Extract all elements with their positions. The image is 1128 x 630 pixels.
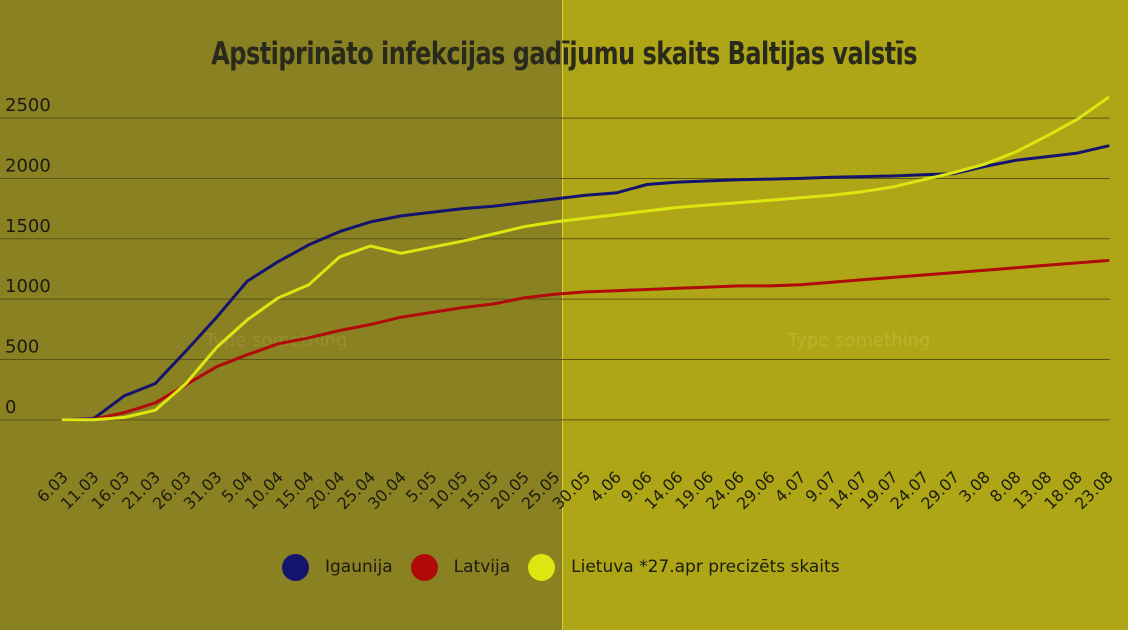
panel-divider [562,0,563,630]
chart-title: Apstiprināto infekcijas gadījumu skaits … [211,36,918,72]
left-placeholder-text: Type something [205,330,348,351]
y-tick-label: 1500 [5,216,51,237]
x-tick-label: 4.07 [771,467,810,506]
legend-swatch [282,553,309,581]
x-tick-label: 4.06 [586,467,625,506]
right-placeholder-text: Type something [788,330,931,351]
legend-swatch [528,553,556,581]
y-tick-label: 1000 [5,276,51,297]
x-tick-label: 3.08 [955,467,994,506]
chart-legend: Igaunija Latvija Lietuva *27.apr precizēts… [282,553,858,581]
series-line-1 [61,144,1110,422]
y-tick-label: 500 [5,336,39,357]
series-line-2 [61,259,1110,422]
left-panel [0,0,562,630]
y-tick-label: 0 [5,397,16,418]
legend-label: Latvija [453,557,511,577]
y-tick-label: 2000 [5,155,51,176]
legend-swatch [410,553,438,581]
legend-item: Lietuva *27.apr precizēts skaits [528,553,840,581]
legend-item: Igaunija [282,553,393,581]
legend-item: Latvija [410,553,511,581]
legend-label: Lietuva *27.apr precizēts skaits [571,557,840,577]
series-line-3 [61,96,1110,422]
legend-label: Igaunija [325,557,393,577]
y-tick-label: 2500 [5,95,51,116]
